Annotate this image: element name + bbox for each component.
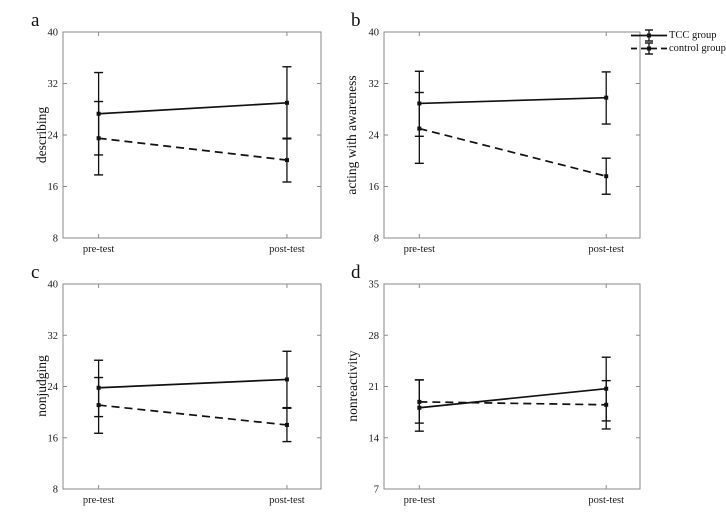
svg-text:35: 35 bbox=[369, 280, 380, 291]
y-axis-label-describing: describing bbox=[34, 106, 49, 164]
svg-text:post-test: post-test bbox=[588, 244, 624, 255]
panel-letter-a: a bbox=[31, 10, 40, 31]
svg-text:40: 40 bbox=[48, 28, 59, 39]
y-axis-label-nonreactivity: nonreactivity bbox=[345, 350, 360, 422]
legend-label: TCC group bbox=[669, 30, 717, 41]
svg-text:40: 40 bbox=[369, 28, 380, 39]
svg-text:post-test: post-test bbox=[269, 495, 305, 506]
svg-text:28: 28 bbox=[369, 331, 380, 342]
svg-text:14: 14 bbox=[369, 433, 380, 444]
svg-text:16: 16 bbox=[369, 182, 380, 193]
panel-letter-b: b bbox=[351, 10, 361, 31]
svg-text:16: 16 bbox=[48, 182, 59, 193]
legend-item-tcc-group: TCC group bbox=[631, 29, 726, 42]
svg-text:24: 24 bbox=[48, 131, 59, 142]
y-axis-label-nonjudging: nonjudging bbox=[34, 355, 49, 417]
y-axis-label-acting-with-awareness: acting with awareness bbox=[344, 75, 359, 195]
svg-text:8: 8 bbox=[53, 234, 58, 245]
svg-text:pre-test: pre-test bbox=[83, 244, 115, 255]
svg-text:24: 24 bbox=[369, 131, 380, 142]
legend: TCC group control group bbox=[631, 29, 726, 55]
svg-text:21: 21 bbox=[369, 382, 380, 393]
svg-text:24: 24 bbox=[48, 382, 59, 393]
legend-dashed-errorbar-icon bbox=[631, 42, 667, 55]
svg-text:post-test: post-test bbox=[269, 244, 305, 255]
svg-text:post-test: post-test bbox=[588, 495, 624, 506]
svg-text:16: 16 bbox=[48, 433, 59, 444]
panel-letter-d: d bbox=[351, 262, 361, 283]
svg-text:7: 7 bbox=[374, 485, 379, 496]
svg-text:8: 8 bbox=[374, 234, 379, 245]
svg-text:pre-test: pre-test bbox=[83, 495, 115, 506]
svg-text:40: 40 bbox=[48, 280, 59, 291]
svg-text:8: 8 bbox=[53, 485, 58, 496]
legend-label: control group bbox=[669, 43, 726, 54]
panel-letter-c: c bbox=[31, 262, 40, 283]
svg-text:pre-test: pre-test bbox=[404, 495, 436, 506]
legend-item-control-group: control group bbox=[631, 42, 726, 55]
legend-solid-errorbar-icon bbox=[631, 29, 667, 42]
svg-text:32: 32 bbox=[48, 79, 59, 90]
svg-text:32: 32 bbox=[48, 331, 59, 342]
svg-text:pre-test: pre-test bbox=[404, 244, 436, 255]
svg-text:32: 32 bbox=[369, 79, 380, 90]
